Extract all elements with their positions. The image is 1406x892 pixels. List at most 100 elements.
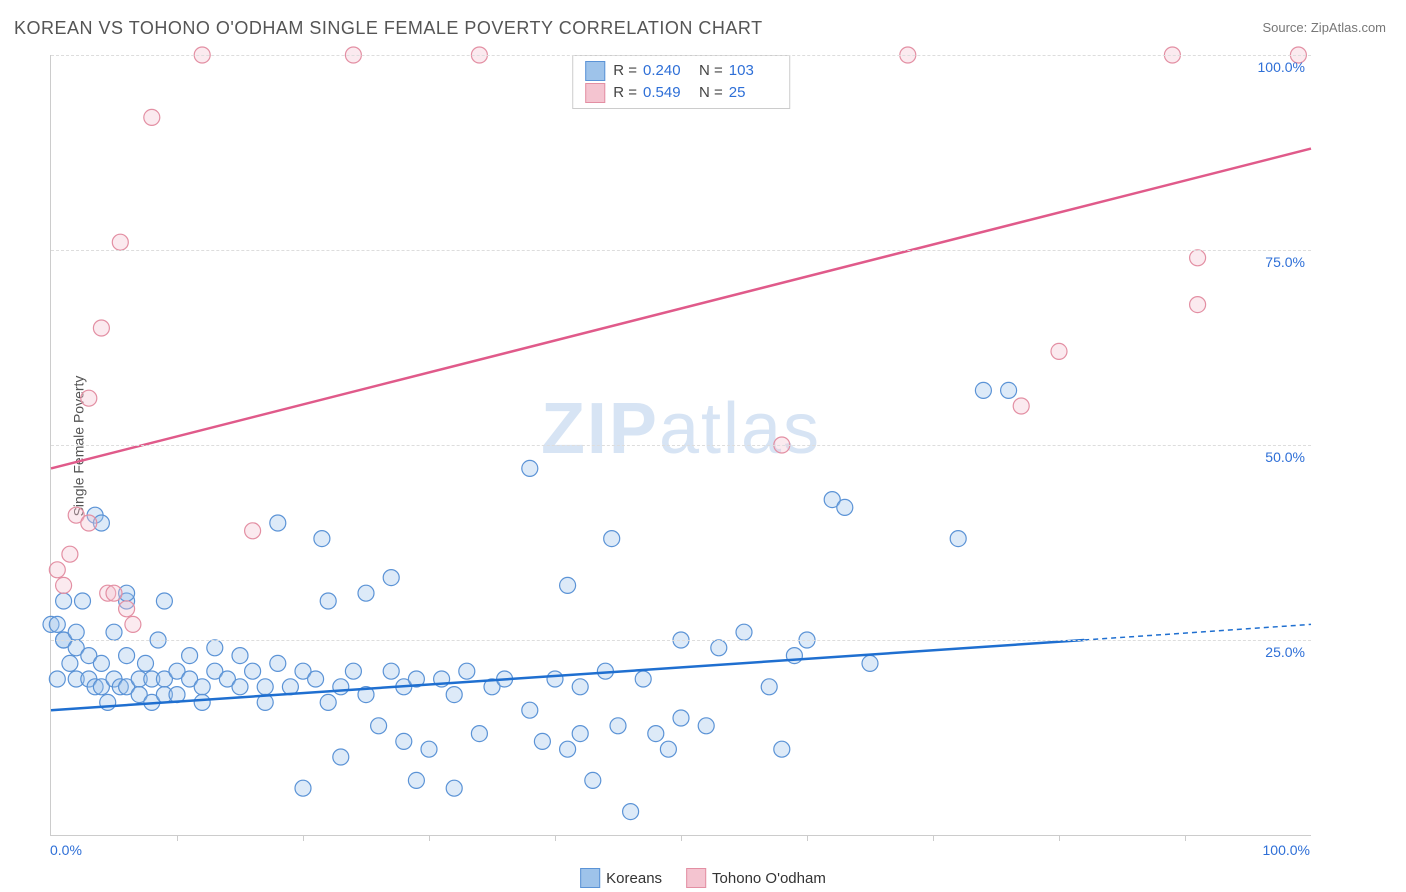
scatter-point-koreans — [736, 624, 752, 640]
scatter-point-koreans — [62, 655, 78, 671]
scatter-point-koreans — [194, 694, 210, 710]
scatter-point-koreans — [585, 772, 601, 788]
scatter-point-koreans — [295, 780, 311, 796]
x-tick-mark — [177, 835, 178, 841]
scatter-point-koreans — [270, 655, 286, 671]
scatter-point-koreans — [56, 593, 72, 609]
scatter-point-koreans — [408, 772, 424, 788]
scatter-point-tohono — [125, 616, 141, 632]
scatter-point-tohono — [245, 523, 261, 539]
scatter-point-koreans — [660, 741, 676, 757]
scatter-point-koreans — [711, 640, 727, 656]
scatter-point-koreans — [68, 624, 84, 640]
scatter-point-koreans — [257, 679, 273, 695]
gridline — [51, 250, 1311, 251]
scatter-point-koreans — [100, 694, 116, 710]
scatter-point-tohono — [1190, 297, 1206, 313]
scatter-point-koreans — [421, 741, 437, 757]
scatter-point-koreans — [49, 671, 65, 687]
scatter-point-koreans — [345, 663, 361, 679]
scatter-point-tohono — [62, 546, 78, 562]
scatter-point-koreans — [245, 663, 261, 679]
scatter-point-tohono — [81, 390, 97, 406]
scatter-point-koreans — [138, 655, 154, 671]
scatter-point-tohono — [144, 109, 160, 125]
legend-item-tohono: Tohono O'odham — [686, 868, 826, 888]
scatter-point-koreans — [194, 679, 210, 695]
scatter-point-tohono — [93, 320, 109, 336]
plot-area: ZIPatlas R = 0.240 N = 103 R = 0.549 N =… — [50, 55, 1311, 836]
scatter-point-koreans — [648, 726, 664, 742]
gridline — [51, 445, 1311, 446]
x-tick-mark — [555, 835, 556, 841]
scatter-point-koreans — [446, 780, 462, 796]
scatter-point-koreans — [560, 741, 576, 757]
gridline — [51, 640, 1311, 641]
scatter-point-koreans — [119, 648, 135, 664]
x-tick-mark — [681, 835, 682, 841]
legend-item-koreans: Koreans — [580, 868, 662, 888]
scatter-point-koreans — [396, 733, 412, 749]
scatter-point-koreans — [75, 593, 91, 609]
scatter-point-tohono — [106, 585, 122, 601]
scatter-point-koreans — [604, 531, 620, 547]
scatter-point-koreans — [320, 593, 336, 609]
scatter-point-koreans — [156, 593, 172, 609]
scatter-point-koreans — [572, 679, 588, 695]
scatter-point-koreans — [547, 671, 563, 687]
scatter-point-koreans — [106, 624, 122, 640]
scatter-point-koreans — [522, 702, 538, 718]
y-tick-label: 50.0% — [1265, 449, 1305, 465]
scatter-point-tohono — [112, 234, 128, 250]
scatter-point-koreans — [610, 718, 626, 734]
gridline — [51, 55, 1311, 56]
x-axis-max-label: 100.0% — [1263, 842, 1310, 858]
x-tick-mark — [1185, 835, 1186, 841]
x-tick-mark — [1059, 835, 1060, 841]
scatter-point-koreans — [471, 726, 487, 742]
scatter-point-koreans — [314, 531, 330, 547]
scatter-point-koreans — [761, 679, 777, 695]
legend-swatch-koreans — [580, 868, 600, 888]
scatter-point-tohono — [1190, 250, 1206, 266]
legend-label-koreans: Koreans — [606, 870, 662, 887]
y-tick-label: 25.0% — [1265, 644, 1305, 660]
scatter-point-koreans — [673, 710, 689, 726]
source-attribution: Source: ZipAtlas.com — [1262, 20, 1386, 35]
scatter-point-koreans — [446, 687, 462, 703]
scatter-point-koreans — [49, 616, 65, 632]
scatter-point-koreans — [308, 671, 324, 687]
scatter-point-koreans — [182, 648, 198, 664]
scatter-point-koreans — [320, 694, 336, 710]
series-legend: Koreans Tohono O'odham — [580, 868, 826, 888]
scatter-point-koreans — [975, 382, 991, 398]
scatter-point-koreans — [950, 531, 966, 547]
scatter-point-koreans — [522, 460, 538, 476]
scatter-point-koreans — [459, 663, 475, 679]
x-tick-mark — [429, 835, 430, 841]
scatter-point-koreans — [358, 585, 374, 601]
x-tick-mark — [933, 835, 934, 841]
scatter-point-koreans — [560, 577, 576, 593]
scatter-point-koreans — [774, 741, 790, 757]
x-tick-mark — [303, 835, 304, 841]
legend-label-tohono: Tohono O'odham — [712, 870, 826, 887]
y-tick-label: 75.0% — [1265, 254, 1305, 270]
scatter-point-koreans — [862, 655, 878, 671]
scatter-point-koreans — [572, 726, 588, 742]
trend-line-koreans — [51, 640, 1084, 710]
scatter-point-koreans — [333, 679, 349, 695]
scatter-point-koreans — [333, 749, 349, 765]
scatter-point-tohono — [81, 515, 97, 531]
scatter-point-koreans — [635, 671, 651, 687]
scatter-point-tohono — [56, 577, 72, 593]
scatter-point-koreans — [232, 679, 248, 695]
scatter-point-koreans — [232, 648, 248, 664]
scatter-point-tohono — [119, 601, 135, 617]
x-axis-min-label: 0.0% — [50, 842, 82, 858]
scatter-point-tohono — [1013, 398, 1029, 414]
scatter-point-tohono — [49, 562, 65, 578]
chart-title: KOREAN VS TOHONO O'ODHAM SINGLE FEMALE P… — [14, 18, 763, 39]
scatter-point-tohono — [1051, 343, 1067, 359]
trend-line-tohono — [51, 149, 1311, 469]
